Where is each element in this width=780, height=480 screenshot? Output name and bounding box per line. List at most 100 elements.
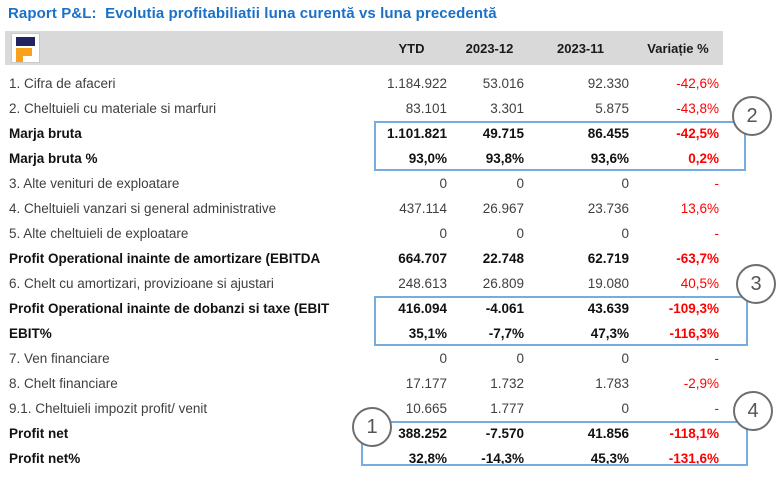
table-row: 7. Ven financiare 0 0 0 - [5, 346, 723, 371]
cell-2023-11: 43.639 [587, 301, 629, 316]
cell-2023-12: -7.570 [485, 426, 524, 441]
table-row: Profit Operational inainte de dobanzi si… [5, 296, 723, 321]
cell-variatie: - [714, 401, 720, 416]
cell-2023-11: 0 [621, 176, 629, 191]
table-row: 2. Cheltuieli cu materiale si marfuri 83.… [5, 96, 723, 121]
cell-2023-12: 3.301 [490, 101, 524, 116]
cell-variatie: -118,1% [669, 426, 719, 441]
cell-ytd: 388.252 [398, 426, 447, 441]
cell-variatie: -2,9% [683, 376, 719, 391]
row-label: Profit net% [9, 451, 81, 466]
cell-2023-11: 86.455 [587, 126, 629, 141]
cell-2023-12: -4.061 [485, 301, 524, 316]
cell-variatie: -43,8% [676, 101, 719, 116]
cell-2023-11: 0 [621, 351, 629, 366]
table-row: 3. Alte venituri de exploatare 0 0 0 - [5, 171, 723, 196]
cell-ytd: 0 [439, 226, 447, 241]
cell-ytd: 17.177 [405, 376, 447, 391]
cell-ytd: 10.665 [405, 401, 447, 416]
row-label: 8. Chelt financiare [9, 376, 118, 391]
cell-ytd: 0 [439, 176, 447, 191]
logo-navy-bar [16, 37, 35, 46]
cell-variatie: 13,6% [680, 201, 719, 216]
highlight-box-marja-bruta [374, 121, 746, 171]
cell-ytd: 248.613 [398, 276, 447, 291]
table-row: 1. Cifra de afaceri 1.184.922 53.016 92.330… [5, 71, 723, 96]
table-row: Profit net 388.252 -7.570 41.856 -118,1% [5, 421, 723, 446]
row-label: 9.1. Cheltuieli impozit profit/ venit [9, 401, 208, 416]
callout-circle-1: 1 [352, 407, 392, 447]
cell-ytd: 664.707 [398, 251, 447, 266]
cell-2023-11: 1.783 [595, 376, 629, 391]
cell-variatie: -42,6% [676, 76, 719, 91]
cell-2023-11: 93,6% [590, 151, 629, 166]
cell-2023-12: 93,8% [485, 151, 524, 166]
cell-ytd: 32,8% [408, 451, 447, 466]
cell-2023-12: 22.748 [482, 251, 524, 266]
cell-variatie: -42,5% [676, 126, 719, 141]
table-row: 9.1. Cheltuieli impozit profit/ venit 10.… [5, 396, 723, 421]
cell-2023-11: 0 [621, 226, 629, 241]
row-label: 4. Cheltuieli vanzari si general adminis… [9, 201, 277, 216]
row-label: EBIT% [9, 326, 52, 341]
row-label: 6. Chelt cu amortizari, provizioane si a… [9, 276, 274, 291]
table-body: 1. Cifra de afaceri 1.184.922 53.016 92.330… [5, 71, 723, 471]
cell-2023-11: 0 [621, 401, 629, 416]
row-label: 7. Ven financiare [9, 351, 110, 366]
cell-variatie: -131,6% [668, 451, 719, 466]
cell-2023-11: 62.719 [587, 251, 629, 266]
row-label: 1. Cifra de afaceri [9, 76, 116, 91]
cell-2023-11: 45,3% [590, 451, 629, 466]
row-label: Profit Operational inainte de amortizare… [9, 251, 321, 266]
column-header-ytd: YTD [398, 40, 425, 56]
logo-orange-arm [16, 48, 32, 56]
table-row: Marja bruta 1.101.821 49.715 86.455 -42,5% [5, 121, 723, 146]
cell-ytd: 416.094 [398, 301, 447, 316]
row-label: 5. Alte cheltuieli de exploatare [9, 226, 189, 241]
cell-2023-12: 1.777 [490, 401, 524, 416]
cell-2023-12: 0 [516, 351, 524, 366]
table-row: Marja bruta % 93,0% 93,8% 93,6% 0,2% [5, 146, 723, 171]
cell-ytd: 93,0% [408, 151, 447, 166]
table-row: Profit Operational inainte de amortizare… [5, 246, 723, 271]
cell-variatie: 40,5% [680, 276, 719, 291]
page-title: Raport P&L: Evolutia profitabiliatii lun… [8, 5, 497, 22]
company-logo-icon [11, 33, 40, 63]
table-row: 8. Chelt financiare 17.177 1.732 1.783 -2,9% [5, 371, 723, 396]
cell-2023-12: -14,3% [481, 451, 524, 466]
row-label: Marja bruta % [9, 151, 98, 166]
callout-circle-3: 3 [736, 264, 776, 304]
table-header-row: YTD 2023-12 2023-11 Variație % [5, 31, 723, 65]
row-label: 3. Alte venituri de exploatare [9, 176, 180, 191]
row-label: Marja bruta [9, 126, 82, 141]
highlight-box-profit-net [361, 421, 748, 466]
cell-variatie: -116,3% [669, 326, 719, 341]
highlight-box-ebit [374, 296, 748, 346]
callout-circle-4: 4 [733, 391, 773, 431]
cell-variatie: -63,7% [676, 251, 719, 266]
cell-2023-12: 53.016 [482, 76, 524, 91]
cell-2023-12: -7,7% [488, 326, 524, 341]
column-header-variatie: Variație % [647, 40, 709, 56]
cell-2023-11: 92.330 [587, 76, 629, 91]
cell-2023-11: 47,3% [590, 326, 629, 341]
table-row: 4. Cheltuieli vanzari si general adminis… [5, 196, 723, 221]
cell-2023-12: 0 [516, 226, 524, 241]
cell-2023-12: 0 [516, 176, 524, 191]
cell-2023-11: 41.856 [587, 426, 629, 441]
cell-ytd: 0 [439, 351, 447, 366]
cell-ytd: 35,1% [408, 326, 447, 341]
cell-variatie: 0,2% [688, 151, 719, 166]
cell-2023-11: 19.080 [587, 276, 629, 291]
cell-2023-12: 26.967 [482, 201, 524, 216]
column-header-2023-12: 2023-12 [465, 40, 514, 56]
cell-variatie: - [714, 351, 720, 366]
cell-ytd: 83.101 [405, 101, 447, 116]
row-label: Profit Operational inainte de dobanzi si… [9, 301, 330, 316]
cell-2023-11: 23.736 [587, 201, 629, 216]
column-header-2023-11: 2023-11 [557, 40, 604, 56]
table-row: 6. Chelt cu amortizari, provizioane si a… [5, 271, 723, 296]
header-logo-cell [5, 33, 372, 63]
cell-variatie: - [714, 176, 720, 191]
callout-circle-2: 2 [732, 96, 772, 136]
